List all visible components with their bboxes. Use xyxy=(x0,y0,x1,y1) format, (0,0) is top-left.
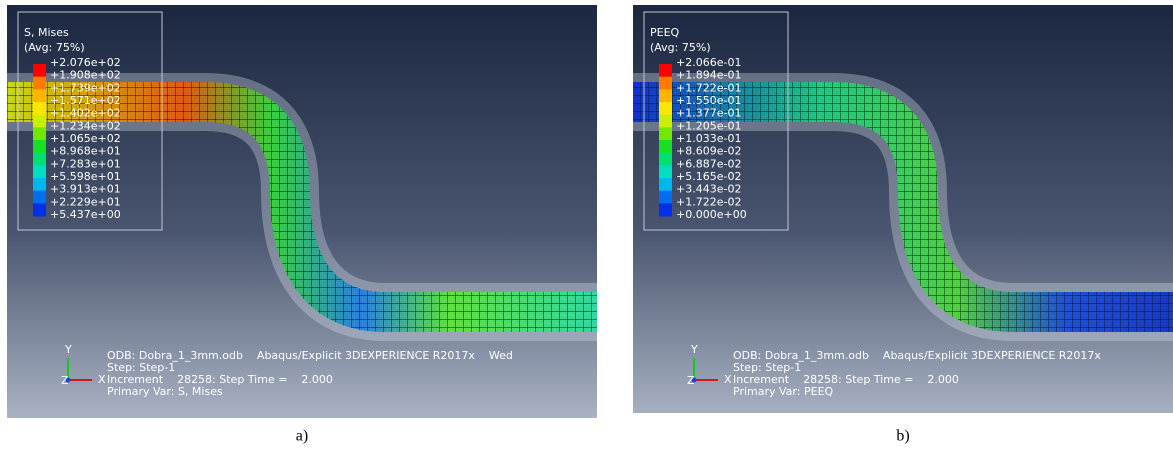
legend-label: +1.571e+02 xyxy=(50,94,121,107)
legend-label: +1.722e-01 xyxy=(676,81,741,94)
legend-swatch xyxy=(659,89,672,102)
legend-label: +1.402e+02 xyxy=(50,107,121,120)
legend-swatch xyxy=(33,127,46,140)
legend-swatch xyxy=(659,140,672,153)
legend-label: +2.066e-01 xyxy=(676,56,741,69)
triad-label: X xyxy=(98,373,106,386)
legend-label: +5.437e+00 xyxy=(50,208,121,221)
legend-swatch xyxy=(659,127,672,140)
legend-swatch xyxy=(659,191,672,204)
info-line: Primary Var: S, Mises xyxy=(107,385,223,398)
legend-title: (Avg: 75%) xyxy=(24,41,85,54)
legend-swatch xyxy=(33,102,46,115)
legend-label: +0.000e+00 xyxy=(676,208,747,221)
legend-label: +1.205e-01 xyxy=(676,119,741,132)
triad-label: Z xyxy=(61,374,69,387)
legend-label: +1.894e-01 xyxy=(676,69,741,82)
legend-label: +1.033e-01 xyxy=(676,132,741,145)
legend-label: +5.165e-02 xyxy=(676,170,741,183)
legend-label: +2.076e+02 xyxy=(50,56,121,69)
legend-label: +5.598e+01 xyxy=(50,170,121,183)
legend-label: +1.722e-02 xyxy=(676,195,741,208)
caption: b) xyxy=(896,428,909,445)
viewport-a: S, Mises(Avg: 75%)+2.076e+02+1.908e+02+1… xyxy=(7,5,597,418)
legend-swatch xyxy=(33,77,46,90)
legend-title: (Avg: 75%) xyxy=(650,41,711,54)
legend-swatch xyxy=(33,140,46,153)
legend-swatch xyxy=(33,64,46,77)
legend-swatch xyxy=(33,203,46,216)
legend-swatch xyxy=(33,153,46,166)
legend-swatch xyxy=(659,178,672,191)
legend-label: +3.443e-02 xyxy=(676,183,741,196)
legend-swatch xyxy=(33,178,46,191)
legend-swatch xyxy=(33,165,46,178)
legend-title: S, Mises xyxy=(24,26,69,39)
figure: S, Mises(Avg: 75%)+2.076e+02+1.908e+02+1… xyxy=(0,0,1173,455)
legend-swatch xyxy=(33,115,46,128)
legend-label: +8.968e+01 xyxy=(50,145,121,158)
info-line: Primary Var: PEEQ xyxy=(733,385,833,398)
legend-label: +7.283e+01 xyxy=(50,157,121,170)
legend-label: +1.234e+02 xyxy=(50,119,121,132)
legend-label: +1.908e+02 xyxy=(50,69,121,82)
legend-label: +6.887e-02 xyxy=(676,157,741,170)
caption: a) xyxy=(296,428,308,445)
legend-swatch xyxy=(659,203,672,216)
legend-swatch xyxy=(33,191,46,204)
viewport-b: PEEQ(Avg: 75%)+2.066e-01+1.894e-01+1.722… xyxy=(633,5,1173,418)
triad-label: Y xyxy=(690,343,698,356)
legend-swatch xyxy=(659,64,672,77)
legend-label: +8.609e-02 xyxy=(676,145,741,158)
legend-swatch xyxy=(659,153,672,166)
legend-swatch xyxy=(33,89,46,102)
triad-label: Z xyxy=(687,374,695,387)
triad-label: X xyxy=(724,373,732,386)
legend-swatch xyxy=(659,77,672,90)
legend-swatch xyxy=(659,115,672,128)
legend-swatch xyxy=(659,102,672,115)
legend-label: +2.229e+01 xyxy=(50,195,121,208)
legend-swatch xyxy=(659,165,672,178)
legend-label: +3.913e+01 xyxy=(50,183,121,196)
legend-title: PEEQ xyxy=(650,26,680,39)
triad-label: Y xyxy=(64,343,72,356)
legend-label: +1.739e+02 xyxy=(50,81,121,94)
legend-label: +1.065e+02 xyxy=(50,132,121,145)
legend-label: +1.550e-01 xyxy=(676,94,741,107)
legend-label: +1.377e-01 xyxy=(676,107,741,120)
